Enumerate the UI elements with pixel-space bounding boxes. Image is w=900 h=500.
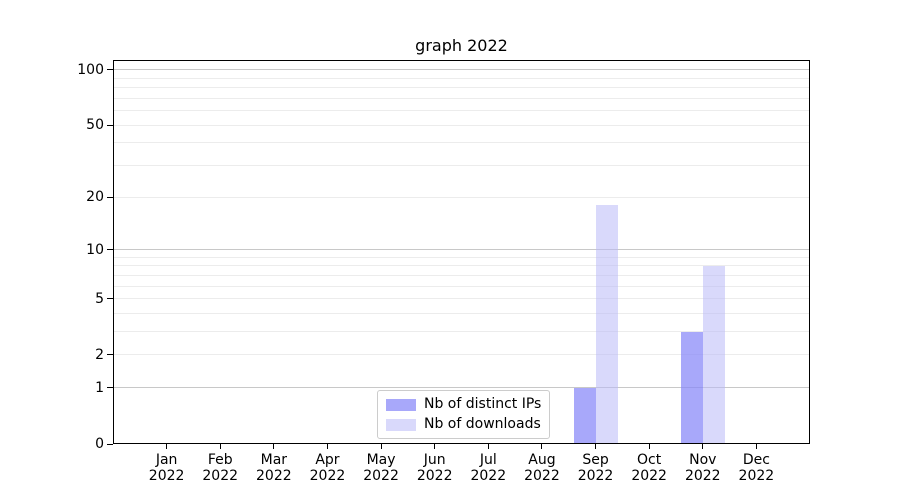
y-tick-label: 10 (86, 241, 104, 258)
bar-downloads-sep (595, 205, 618, 444)
x-tick-month: Sep (582, 452, 609, 468)
x-tick-year: 2022 (684, 468, 721, 484)
x-tick-month: Jan (155, 452, 178, 468)
x-tick-year: 2022 (148, 468, 185, 484)
bar-distinct-ips-sep (573, 387, 596, 444)
x-tick-year: 2022 (470, 468, 507, 484)
x-tick-mark (434, 444, 436, 449)
gridline-minor (114, 97, 809, 99)
chart-title: graph 2022 (415, 36, 508, 55)
gridline-minor (114, 256, 809, 258)
gridline-minor (114, 331, 809, 333)
x-tick-label: Feb 2022 (188, 452, 252, 484)
x-tick-label: Apr 2022 (295, 452, 359, 484)
legend-item-distinct-ips: Nb of distinct IPs (386, 396, 541, 413)
bar-distinct-ips-nov (680, 331, 703, 444)
x-tick-month: Nov (689, 452, 717, 468)
x-tick-label: Mar 2022 (242, 452, 306, 484)
gridline-minor (114, 354, 809, 356)
gridline-minor (114, 285, 809, 287)
gridline-minor (114, 265, 809, 267)
y-tick-label: 1 (95, 379, 104, 396)
x-tick-year: 2022 (577, 468, 614, 484)
x-tick-year: 2022 (524, 468, 560, 484)
x-tick-mark (166, 444, 168, 449)
y-tick-mark (107, 354, 113, 356)
gridline-major (114, 249, 809, 251)
x-tick-mark (326, 444, 328, 449)
x-tick-year: 2022 (631, 468, 667, 484)
x-tick-label: May 2022 (349, 452, 413, 484)
y-tick-mark (107, 249, 113, 251)
x-tick-month: Feb (207, 452, 233, 468)
gridline-minor (114, 165, 809, 167)
x-tick-year: 2022 (416, 468, 453, 484)
x-tick-label: Aug 2022 (510, 452, 574, 484)
x-tick-year: 2022 (363, 468, 399, 484)
x-tick-mark (380, 444, 382, 449)
x-tick-label: Oct 2022 (617, 452, 681, 484)
x-tick-mark (541, 444, 543, 449)
x-tick-month: Oct (637, 452, 662, 468)
legend-swatch-downloads (386, 418, 416, 431)
x-tick-label: Jul 2022 (456, 452, 520, 484)
gridline-minor (114, 77, 809, 79)
x-tick-month: Jun (423, 452, 446, 468)
y-tick-mark (107, 443, 113, 445)
x-tick-year: 2022 (309, 468, 346, 484)
legend-item-downloads: Nb of downloads (386, 416, 541, 433)
y-tick-mark (107, 387, 113, 389)
x-tick-month: May (366, 452, 396, 468)
x-tick-label: Jun 2022 (403, 452, 467, 484)
x-tick-mark (487, 444, 489, 449)
x-tick-month: Jul (479, 452, 497, 468)
x-tick-mark (219, 444, 221, 449)
x-tick-year: 2022 (202, 468, 239, 484)
y-tick-label: 100 (77, 61, 104, 78)
gridline-major (114, 387, 809, 389)
y-tick-mark (107, 196, 113, 198)
x-tick-mark (755, 444, 757, 449)
x-tick-month: Mar (260, 452, 288, 468)
legend-label-downloads: Nb of downloads (424, 416, 541, 432)
bar-downloads-nov (702, 265, 725, 444)
x-tick-month: Dec (742, 452, 770, 468)
x-tick-label: Jan 2022 (135, 452, 199, 484)
x-tick-label: Nov 2022 (671, 452, 735, 484)
x-tick-label: Dec 2022 (724, 452, 788, 484)
x-tick-month: Aug (528, 452, 556, 468)
y-tick-label: 5 (95, 290, 104, 307)
y-tick-label: 2 (95, 346, 104, 363)
gridline-minor (114, 313, 809, 314)
y-tick-mark (107, 124, 113, 126)
plot-frame (113, 60, 810, 444)
gridline-major (114, 69, 809, 71)
x-tick-month: Apr (315, 452, 340, 468)
y-tick-mark (107, 69, 113, 71)
x-tick-year: 2022 (256, 468, 292, 484)
gridline-minor (114, 196, 809, 198)
x-tick-label: Sep 2022 (564, 452, 628, 484)
y-tick-label: 0 (95, 436, 104, 452)
y-tick-label: 50 (86, 117, 104, 134)
legend: Nb of distinct IPs Nb of downloads (377, 390, 551, 439)
gridline-minor (114, 110, 809, 112)
y-tick-label: 20 (86, 189, 104, 206)
x-tick-mark (273, 444, 275, 449)
legend-swatch-distinct-ips (386, 398, 416, 411)
x-tick-mark (648, 444, 650, 449)
x-tick-mark (595, 444, 597, 449)
gridline-minor (114, 124, 809, 126)
legend-label-distinct-ips: Nb of distinct IPs (424, 396, 542, 412)
gridline-minor (114, 298, 809, 300)
x-tick-mark (702, 444, 704, 449)
x-tick-year: 2022 (738, 468, 775, 484)
y-tick-mark (107, 298, 113, 300)
gridline-minor (114, 274, 809, 276)
gridline-minor (114, 142, 809, 144)
gridline-minor (114, 87, 809, 89)
